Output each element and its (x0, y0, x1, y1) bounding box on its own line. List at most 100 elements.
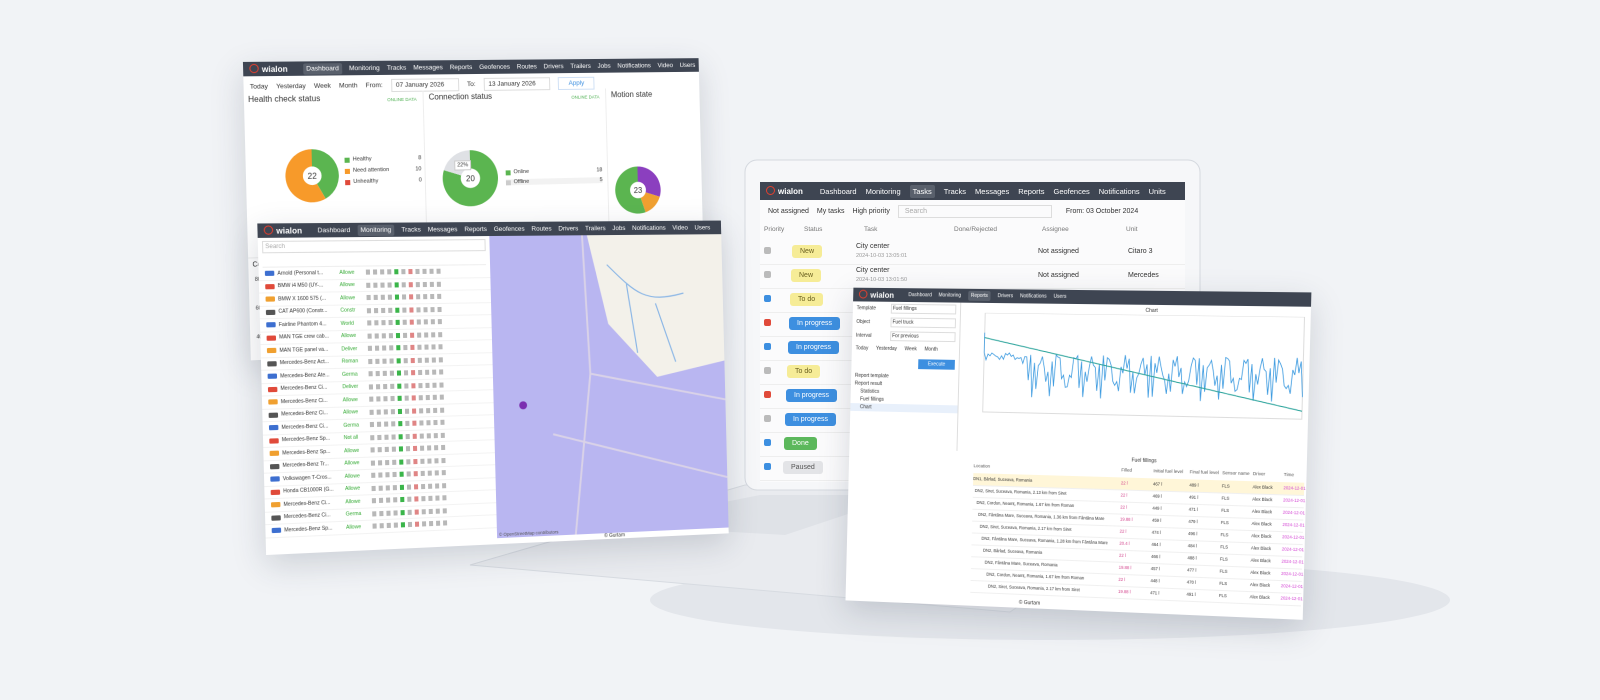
nav-item[interactable]: Monitoring (348, 64, 380, 72)
nav-item[interactable]: Jobs (597, 62, 611, 70)
nav-item[interactable]: Reports (464, 225, 487, 233)
nav-item[interactable]: Messages (975, 186, 1010, 196)
nav-item[interactable]: Notifications (1019, 293, 1047, 300)
period-button[interactable]: Week (313, 82, 332, 90)
unit-tag: Allowe (339, 269, 355, 276)
execute-button[interactable]: Execute (918, 359, 955, 370)
nav-item[interactable]: Routes (531, 225, 552, 233)
nav-item[interactable]: Reports (1018, 186, 1045, 196)
nav-item[interactable]: Geofences (479, 63, 511, 71)
status-icon (406, 458, 411, 465)
nav-item[interactable]: Trailers (570, 62, 591, 70)
nav-item[interactable]: Dashboard (908, 292, 932, 299)
status-button[interactable]: In progress (786, 389, 838, 402)
interval-button[interactable]: Yesterday (875, 345, 898, 352)
status-icons (369, 394, 444, 402)
nav-item[interactable]: Notifications (632, 224, 666, 232)
nav-item[interactable]: Tracks (943, 186, 967, 196)
period-button[interactable]: Yesterday (276, 82, 306, 91)
status-icon (422, 521, 427, 527)
nav-item[interactable]: Dashboard (317, 226, 351, 234)
status-icon (435, 483, 440, 489)
period-button[interactable]: Today (249, 83, 269, 91)
status-icon (430, 306, 435, 312)
status-icon (421, 496, 426, 502)
nav-item[interactable]: Video (672, 224, 688, 232)
nav-item[interactable]: Monitoring (938, 292, 962, 299)
status-icons (368, 382, 444, 390)
column-header: Driver (1252, 471, 1266, 477)
status-icon (379, 523, 384, 529)
nav-item[interactable]: Users (679, 61, 696, 69)
status-button[interactable]: New (791, 269, 822, 282)
nav-item[interactable]: Messages (427, 225, 458, 233)
nav-item[interactable]: Reports (449, 63, 473, 71)
nav-item[interactable]: Geofences (1053, 186, 1090, 196)
unit-icon (267, 373, 278, 380)
filter-chip[interactable]: My tasks (816, 208, 845, 215)
interval-button[interactable]: Today (855, 345, 869, 352)
nav-item[interactable]: Routes (516, 62, 537, 71)
nav-item[interactable]: Monitoring (865, 186, 901, 196)
priority-icon (764, 391, 771, 398)
unit-tag: Allowe (342, 396, 358, 404)
nav-item[interactable]: Reports (967, 290, 991, 301)
status-icons (366, 306, 442, 314)
table-cell: FLS (1221, 495, 1230, 501)
nav-item[interactable]: Units (1148, 186, 1166, 196)
tree-item[interactable]: Chart (850, 403, 958, 414)
status-icon (431, 357, 436, 363)
nav-item[interactable]: Tasks (909, 184, 935, 198)
unit-icon (270, 476, 280, 482)
table-cell: 469 l (1152, 493, 1162, 499)
status-icon (370, 434, 375, 441)
status-button[interactable]: In progress (788, 341, 840, 354)
nav-item[interactable]: Notifications (617, 61, 651, 70)
status-icons (367, 319, 442, 326)
status-button[interactable]: New (792, 245, 823, 258)
status-button[interactable]: In progress (785, 413, 837, 426)
nav-item[interactable]: Drivers (543, 62, 564, 70)
nav-item[interactable]: Dashboard (302, 62, 342, 75)
interval-button[interactable]: Week (904, 346, 917, 353)
nav-item[interactable]: Notifications (1098, 186, 1140, 196)
status-icon (400, 509, 405, 516)
status-icon (437, 306, 442, 312)
nav-item[interactable]: Geofences (493, 225, 525, 233)
nav-item[interactable]: Video (657, 61, 674, 69)
filter-chip[interactable]: Not assigned (768, 208, 809, 215)
status-icon (399, 459, 404, 465)
nav-item[interactable]: Trailers (584, 224, 606, 232)
filter-chip[interactable]: High priority (852, 208, 890, 215)
status-icon (394, 282, 399, 288)
task-row[interactable]: New City center 2024-10-03 13:05:01 Not ass… (760, 240, 1185, 265)
status-icon (427, 445, 432, 451)
status-button[interactable]: Paused (783, 461, 823, 474)
nav-item[interactable]: Users (694, 224, 711, 231)
status-icons (371, 470, 446, 479)
task-row[interactable]: New City center 2024-10-03 13:01:50 Not ass… (760, 264, 1185, 289)
status-button[interactable]: In progress (789, 317, 841, 330)
status-icon (434, 445, 439, 451)
period-button[interactable]: Month (338, 82, 358, 90)
nav-item[interactable]: Drivers (997, 293, 1014, 300)
unit-tag: Deliver (342, 383, 359, 391)
legend-count: 8 (418, 155, 422, 162)
nav-item[interactable]: Drivers (558, 224, 579, 233)
nav-item[interactable]: Jobs (612, 224, 626, 232)
interval-button[interactable]: Month (924, 346, 938, 353)
status-button[interactable]: To do (790, 293, 824, 306)
nav-item[interactable]: Messages (413, 63, 443, 72)
status-icon (413, 483, 419, 490)
status-button[interactable]: To do (787, 365, 821, 378)
nav-item[interactable]: Monitoring (357, 224, 395, 236)
unit-icon (270, 489, 281, 495)
nav-item[interactable]: Tracks (401, 225, 421, 234)
nav-item[interactable]: Dashboard (819, 186, 857, 196)
status-button[interactable]: Done (784, 437, 817, 450)
status-icon (401, 294, 407, 300)
status-icon (380, 282, 385, 288)
column-header: Assignee (1042, 226, 1069, 233)
nav-item[interactable]: Users (1053, 293, 1067, 300)
nav-item[interactable]: Tracks (386, 64, 407, 72)
